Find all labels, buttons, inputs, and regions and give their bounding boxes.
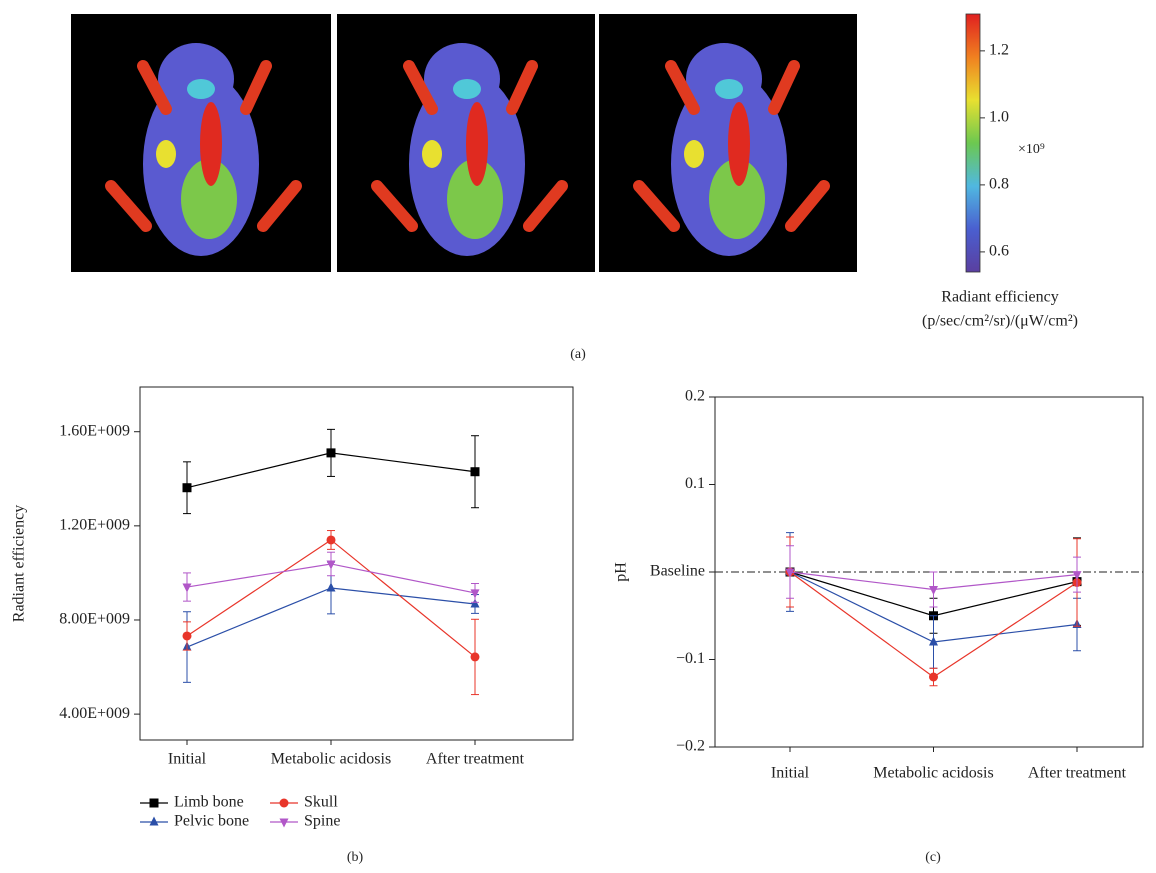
y-axis-label: Radiant efficiency — [11, 505, 28, 622]
marker — [182, 583, 192, 593]
panel-label: (a) — [570, 347, 586, 362]
marker — [470, 598, 480, 608]
x-tick-label: Initial — [771, 765, 810, 782]
colorbar-tick-label: 0.6 — [989, 243, 1009, 260]
y-tick-label: 1.60E+009 — [59, 422, 130, 439]
marker — [149, 798, 159, 808]
x-tick-label: Metabolic acidosis — [873, 765, 993, 782]
colorbar-unit: (p/sec/cm²/sr)/(μW/cm²) — [922, 313, 1078, 330]
x-tick-label: Initial — [168, 751, 207, 768]
x-tick-label: After treatment — [426, 751, 525, 768]
colorbar-tick-label: 0.8 — [989, 176, 1009, 193]
colorbar-multiplier: ×10⁹ — [1018, 142, 1045, 157]
marker — [326, 535, 336, 545]
y-tick-label: −0.1 — [676, 650, 705, 667]
panel-label: (b) — [347, 850, 364, 865]
marker — [929, 636, 938, 646]
marker — [182, 631, 192, 641]
legend-label: Pelvic bone — [174, 813, 249, 830]
colorbar-tick-label: 1.2 — [989, 42, 1009, 59]
x-tick-label: After treatment — [1028, 765, 1127, 782]
y-tick-label: 8.00E+009 — [59, 611, 130, 628]
marker — [929, 586, 938, 595]
y-tick-label: −0.2 — [676, 738, 705, 755]
colorbar — [965, 13, 981, 273]
y-axis-label: pH — [613, 562, 630, 582]
marker — [279, 798, 289, 808]
legend-label: Limb bone — [174, 794, 244, 811]
x-tick-label: Metabolic acidosis — [271, 751, 391, 768]
marker — [326, 560, 336, 570]
plot-frame — [139, 386, 574, 741]
y-tick-label: 0.2 — [685, 388, 705, 405]
marker — [470, 652, 480, 662]
marker — [326, 448, 336, 458]
fluorescence-images — [71, 14, 857, 272]
y-tick-label: 0.1 — [685, 475, 705, 492]
marker — [785, 568, 795, 578]
marker — [279, 818, 289, 828]
y-tick-label: 4.00E+009 — [59, 705, 130, 722]
marker — [182, 483, 192, 493]
legend-label: Spine — [304, 813, 340, 830]
panel-label: (c) — [925, 850, 941, 865]
marker — [326, 582, 336, 592]
marker — [929, 672, 938, 682]
marker — [470, 589, 480, 599]
colorbar-tick-label: 1.0 — [989, 109, 1009, 126]
y-tick-label: Baseline — [650, 563, 705, 580]
legend-label: Skull — [304, 794, 338, 811]
y-tick-label: 1.20E+009 — [59, 517, 130, 534]
colorbar-label: Radiant efficiency — [941, 289, 1058, 306]
marker — [149, 816, 159, 826]
marker — [1072, 571, 1082, 581]
marker — [470, 467, 480, 477]
